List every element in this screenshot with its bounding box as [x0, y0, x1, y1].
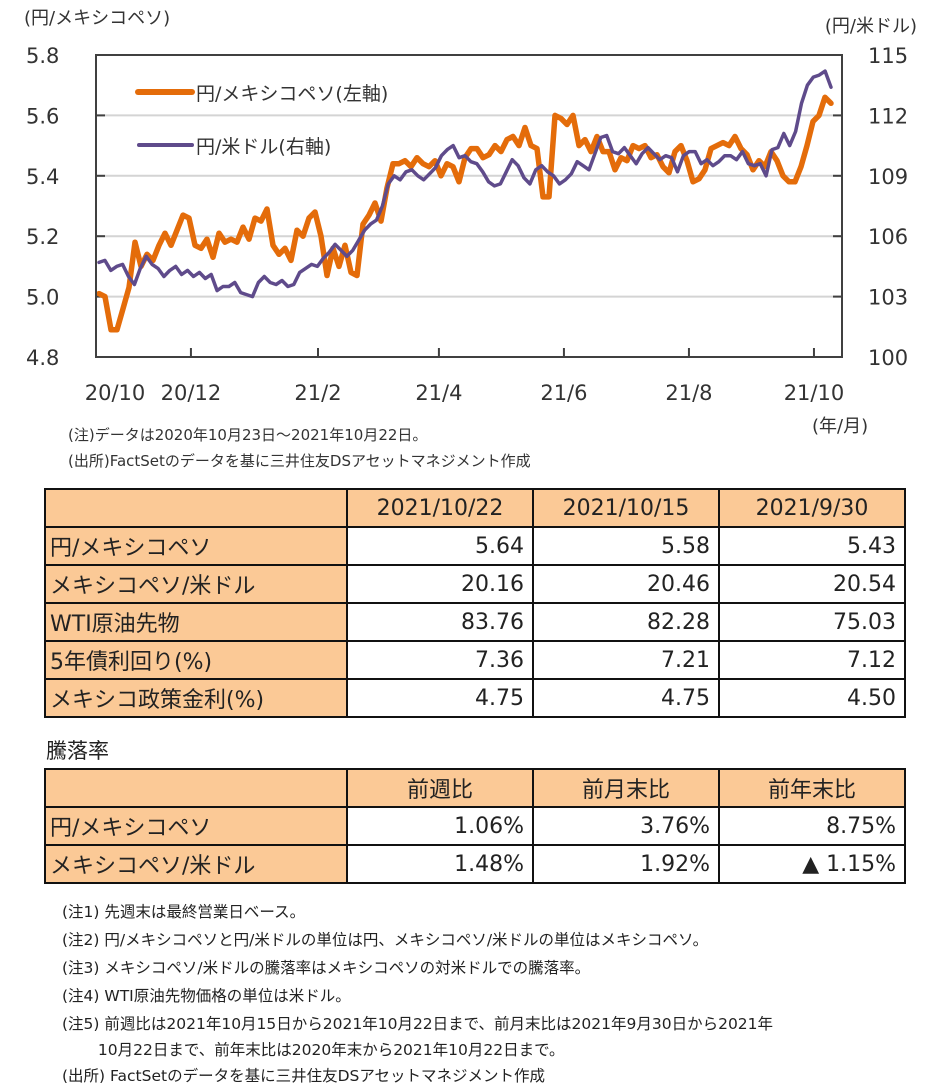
x-axis-unit-label: (年/月) [812, 416, 868, 437]
x-tick-label: 21/4 [415, 381, 462, 405]
change-rate-title: 騰落率 [46, 739, 109, 763]
table-row: メキシコ政策金利(%) 4.75 4.75 4.50 [44, 678, 906, 718]
x-tick-label: 21/2 [294, 381, 341, 405]
left-tick-label: 5.0 [26, 286, 59, 310]
right-tick-label: 109 [868, 165, 908, 189]
table-row: メキシコペソ/米ドル 1.48% 1.92% ▲ 1.15% [44, 844, 906, 884]
header-cell: 2021/10/22 [346, 488, 534, 528]
value-cell: 1.92% [532, 844, 720, 884]
header-cell [44, 768, 348, 808]
value-cell: 7.12 [718, 640, 906, 680]
chart-note-data-period: (注)データは2020年10月23日～2021年10月22日。 [68, 426, 428, 444]
market-data-table: 2021/10/22 2021/10/15 2021/9/30 円/メキシコペソ… [44, 488, 906, 718]
legend: 円/メキシコペソ(左軸) 円/米ドル(右軸) [135, 83, 388, 158]
value-cell: 20.16 [346, 564, 534, 604]
left-axis-ticks: 5.8 5.6 5.4 5.2 5.0 4.8 [26, 44, 105, 370]
series-lines [96, 69, 834, 333]
value-cell: 5.58 [532, 526, 720, 566]
chart-note-source: (出所)FactSetのデータを基に三井住友DSアセットマネジメント作成 [68, 452, 531, 470]
row-label: メキシコ政策金利(%) [44, 678, 348, 718]
header-cell: 前週比 [346, 768, 534, 808]
left-tick-label: 4.8 [26, 346, 59, 370]
table-row: WTI原油先物 83.76 82.28 75.03 [44, 602, 906, 642]
header-cell [44, 488, 348, 528]
left-tick-label: 5.2 [26, 225, 59, 249]
footnote-1: (注1) 先週末は最終営業日ベース。 [62, 903, 306, 921]
value-cell: 83.76 [346, 602, 534, 642]
x-tick-label: 21/8 [665, 381, 712, 405]
series-line-jpy-usd [97, 69, 833, 299]
footnote-source: (出所) FactSetのデータを基に三井住友DSアセットマネジメント作成 [62, 1067, 546, 1085]
header-cell: 2021/9/30 [718, 488, 906, 528]
table-row: 円/メキシコペソ 5.64 5.58 5.43 [44, 526, 906, 566]
left-axis-label: (円/メキシコペソ) [24, 8, 170, 29]
left-tick-label: 5.6 [26, 104, 59, 128]
right-tick-label: 106 [868, 225, 908, 249]
footnote-4: (注4) WTI原油先物価格の単位は米ドル。 [62, 987, 351, 1005]
right-tick-label: 103 [868, 286, 908, 310]
row-label: メキシコペソ/米ドル [44, 564, 348, 604]
right-tick-label: 115 [868, 44, 908, 68]
footnote-5: (注5) 前週比は2021年10月15日から2021年10月22日まで、前月末比… [62, 1015, 774, 1033]
value-cell: 20.54 [718, 564, 906, 604]
footnote-3: (注3) メキシコペソ/米ドルの騰落率はメキシコペソの対米ドルでの騰落率。 [62, 959, 591, 977]
table-row: 円/メキシコペソ 1.06% 3.76% 8.75% [44, 806, 906, 846]
plot-frame [95, 54, 843, 358]
legend-label-usd: 円/米ドル(右軸) [196, 136, 331, 158]
value-cell: 8.75% [718, 806, 906, 846]
left-tick-label: 5.4 [26, 165, 59, 189]
right-axis-label: (円/米ドル) [825, 16, 917, 37]
table-row: メキシコペソ/米ドル 20.16 20.46 20.54 [44, 564, 906, 604]
x-tick-label: 21/10 [784, 381, 845, 405]
value-cell: 82.28 [532, 602, 720, 642]
row-label: メキシコペソ/米ドル [44, 844, 348, 884]
value-cell: 20.46 [532, 564, 720, 604]
x-tick-label: 20/10 [85, 381, 146, 405]
x-axis-ticks: 20/10 20/12 21/2 21/4 21/6 21/8 21/10 [85, 348, 844, 405]
table-header-row: 前週比 前月末比 前年末比 [44, 768, 906, 808]
change-rate-table: 前週比 前月末比 前年末比 円/メキシコペソ 1.06% 3.76% 8.75%… [44, 768, 906, 884]
left-tick-label: 5.8 [26, 44, 59, 68]
row-label: 5年債利回り(%) [44, 640, 348, 680]
value-cell: 4.75 [346, 678, 534, 718]
header-cell: 2021/10/15 [532, 488, 720, 528]
value-cell: 7.21 [532, 640, 720, 680]
value-cell: 7.36 [346, 640, 534, 680]
row-label: WTI原油先物 [44, 602, 348, 642]
x-tick-label: 21/6 [540, 381, 587, 405]
table-row: 5年債利回り(%) 7.36 7.21 7.12 [44, 640, 906, 680]
value-cell: 4.75 [532, 678, 720, 718]
value-cell: 5.64 [346, 526, 534, 566]
value-cell: 5.43 [718, 526, 906, 566]
value-cell: 3.76% [532, 806, 720, 846]
right-axis-ticks: 115 112 109 106 103 100 [833, 44, 908, 370]
value-cell: 1.48% [346, 844, 534, 884]
footnote-5-cont: 10月22日まで、前年末比は2020年末から2021年10月22日まで。 [62, 1041, 565, 1059]
header-cell: 前年末比 [718, 768, 906, 808]
value-cell: 4.50 [718, 678, 906, 718]
legend-label-mxn: 円/メキシコペソ(左軸) [196, 83, 388, 105]
value-cell: 75.03 [718, 602, 906, 642]
right-tick-label: 100 [868, 346, 908, 370]
row-label: 円/メキシコペソ [44, 526, 348, 566]
footnote-2: (注2) 円/メキシコペソと円/米ドルの単位は円、メキシコペソ/米ドルの単位はメ… [62, 931, 709, 949]
header-cell: 前月末比 [532, 768, 720, 808]
row-label: 円/メキシコペソ [44, 806, 348, 846]
exchange-rate-chart: (円/メキシコペソ) (円/米ドル) 5.8 5.6 5.4 5.2 5.0 4.8 11… [24, 8, 917, 437]
right-tick-label: 112 [868, 104, 908, 128]
value-cell: ▲ 1.15% [718, 844, 906, 884]
x-tick-label: 20/12 [161, 381, 222, 405]
series-line-jpy-mxn [96, 94, 834, 333]
value-cell: 1.06% [346, 806, 534, 846]
table-header-row: 2021/10/22 2021/10/15 2021/9/30 [44, 488, 906, 528]
